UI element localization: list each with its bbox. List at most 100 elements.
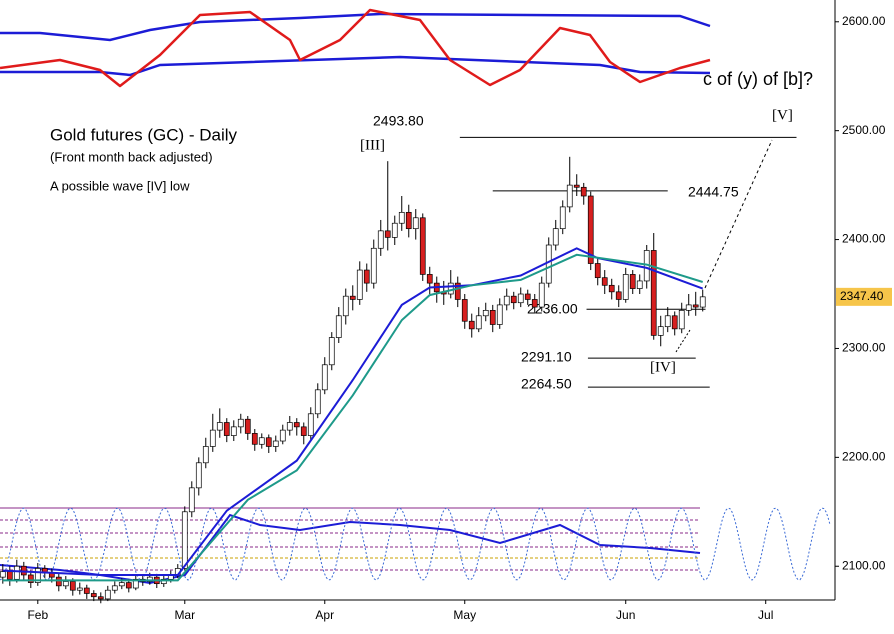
y-tick-label: 2200.00 <box>842 450 886 464</box>
candle-body <box>314 389 321 415</box>
y-tick-label: 2500.00 <box>842 123 886 137</box>
candle-body <box>335 315 342 338</box>
y-tick-label: 2400.00 <box>842 232 886 246</box>
annotation: [V] <box>772 107 793 123</box>
candle-body <box>419 217 426 275</box>
candle-body <box>580 186 587 197</box>
candle-body <box>69 581 76 591</box>
candle-body <box>517 293 524 304</box>
candle-body <box>482 309 489 317</box>
candle-body <box>342 295 349 317</box>
oscillator-panel <box>0 507 831 585</box>
candle-body <box>293 422 300 428</box>
candle-body <box>349 295 356 300</box>
candle-body <box>279 429 286 442</box>
candle-body <box>664 315 671 328</box>
candle-body <box>209 429 216 447</box>
candle-body <box>27 574 34 583</box>
candle-body <box>125 582 132 589</box>
candle-body <box>181 511 188 569</box>
candle-body <box>13 565 20 580</box>
top-indicator-upper <box>0 12 711 42</box>
candle-body <box>475 315 482 330</box>
candle-body <box>118 582 125 587</box>
y-tick-label: 2600.00 <box>842 14 886 28</box>
x-tick-label: Feb <box>27 608 48 622</box>
candle-body <box>90 593 97 598</box>
subtitle: (Front month back adjusted) <box>50 149 213 164</box>
candle-body <box>531 299 538 308</box>
cycle-wave <box>0 507 831 581</box>
x-tick-label: Apr <box>315 608 334 622</box>
candle-body <box>237 418 244 428</box>
candle-body <box>370 247 377 284</box>
candle-body <box>538 282 545 308</box>
candle-body <box>468 320 475 330</box>
candle-body <box>671 315 678 330</box>
x-tick-label: Mar <box>174 608 195 622</box>
candle-body <box>62 581 69 587</box>
candle-body <box>321 364 328 391</box>
candle-body <box>223 422 230 436</box>
candle-body <box>566 184 573 208</box>
x-tick-label: Jun <box>616 608 635 622</box>
candle-body <box>111 585 118 591</box>
candle-body <box>97 596 104 600</box>
candle-body <box>244 418 251 434</box>
annotation: 2493.80 <box>373 113 424 129</box>
candle-body <box>524 293 531 300</box>
candle-body <box>377 230 384 249</box>
candle-body <box>251 433 258 445</box>
candle-body <box>489 309 496 325</box>
candle-body <box>328 337 335 366</box>
candle-body <box>447 282 454 295</box>
candle-body <box>83 587 90 594</box>
candle-body <box>559 206 566 230</box>
candle-body <box>650 250 657 336</box>
moving-average <box>2 253 703 582</box>
last-price-box <box>836 287 892 306</box>
candle-body <box>202 446 209 464</box>
projection-line <box>675 329 691 353</box>
candle-body <box>426 274 433 284</box>
annotation: [IV] <box>650 359 676 375</box>
candle-body <box>272 440 279 447</box>
candle-body <box>412 217 419 230</box>
candle-body <box>608 284 615 293</box>
candle-body <box>356 269 363 300</box>
title: Gold futures (GC) - Daily <box>50 125 238 144</box>
candle-body <box>384 230 391 238</box>
annotation: 2264.50 <box>521 376 572 392</box>
candle-body <box>398 211 405 224</box>
candle-body <box>615 291 622 300</box>
candle-body <box>454 282 461 300</box>
y-tick-label: 2100.00 <box>842 558 886 572</box>
candle-body <box>587 195 594 264</box>
candle-body <box>510 295 517 304</box>
candle-body <box>699 296 706 308</box>
candle-body <box>286 422 293 431</box>
candle-body <box>685 304 692 311</box>
candle-body <box>132 578 139 589</box>
y-tick-label: 2300.00 <box>842 341 886 355</box>
candle-body <box>601 277 608 286</box>
x-tick-label: May <box>453 608 476 622</box>
osc-line <box>0 513 701 585</box>
candle-body <box>76 587 83 591</box>
candle-body <box>146 576 153 582</box>
candle-body <box>503 295 510 306</box>
candle-body <box>657 326 664 336</box>
candle-body <box>265 437 272 447</box>
candle-body <box>195 462 202 489</box>
candle-body <box>34 568 41 583</box>
last-price-label: 2347.40 <box>840 289 884 303</box>
candle-body <box>188 487 195 513</box>
candle-body <box>300 426 307 436</box>
x-tick-label: Jul <box>758 608 773 622</box>
candle-body <box>636 280 643 289</box>
candle-body <box>405 211 412 230</box>
candle-body <box>622 274 629 300</box>
annotation: 2444.75 <box>688 184 739 200</box>
